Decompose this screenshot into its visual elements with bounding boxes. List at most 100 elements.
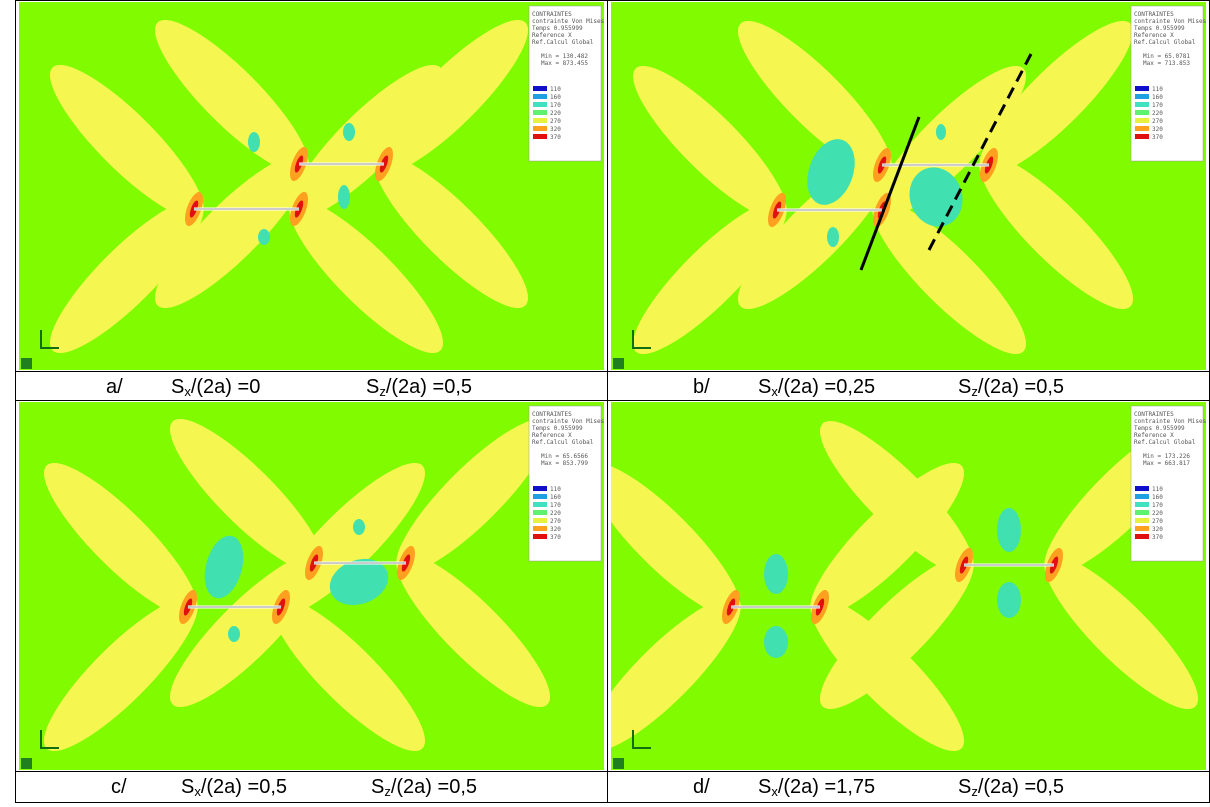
legend-min: Min = 65.0781 xyxy=(1143,53,1190,60)
stress-lobe xyxy=(611,597,741,752)
legend-min: Min = 65.6566 xyxy=(541,453,588,460)
legend-swatch xyxy=(533,494,547,499)
low-stress-zone xyxy=(764,554,788,594)
legend-level: 170 xyxy=(550,102,561,109)
subscript: z xyxy=(971,784,978,799)
stress-lobe xyxy=(43,462,198,617)
legend-swatch xyxy=(1135,518,1149,523)
symbol: S xyxy=(758,776,772,798)
stress-lobe xyxy=(396,418,551,573)
caption-label: d/ xyxy=(693,776,710,798)
stress-lobe xyxy=(737,155,892,310)
legend-title-line: Temps 0.955999 xyxy=(532,25,583,32)
panel-cell: CONTRAINTES contrainte Von Mises Temps 0.9… xyxy=(607,0,1210,401)
legend-title-line: Temps 0.955999 xyxy=(1134,25,1185,32)
stress-lobe xyxy=(979,155,1134,310)
legend-min: Min = 173.226 xyxy=(1143,453,1190,460)
legend-title-line: CONTRAINTES xyxy=(532,411,572,418)
legend-swatch xyxy=(533,110,547,115)
low-stress-zone xyxy=(228,626,240,642)
caption-term: Sz/(2a) =0,5 xyxy=(371,772,477,807)
term-text: /(2a) =0,5 xyxy=(390,776,478,798)
legend-level: 110 xyxy=(550,486,561,493)
legend-level: 370 xyxy=(1152,134,1163,141)
caption: b/Sx/(2a) =0,25 Sz/(2a) =0,5 xyxy=(608,371,1209,403)
low-stress-zone xyxy=(764,626,788,658)
stress-lobe xyxy=(374,19,529,174)
low-stress-zone xyxy=(353,519,365,535)
caption-term: Sx/(2a) =1,75 xyxy=(758,772,875,807)
legend-level: 170 xyxy=(1152,502,1163,509)
low-stress-zone xyxy=(936,124,946,140)
caption-term: Sx/(2a) =0,5 xyxy=(181,772,287,807)
legend-title-line: Ref.Calcul Global xyxy=(532,39,594,46)
legend-level: 160 xyxy=(550,494,561,501)
panel-cell: CONTRAINTES contrainte Von Mises Temps 0.9… xyxy=(15,400,608,803)
legend-swatch xyxy=(1135,494,1149,499)
caption: d/Sx/(2a) =1,75 Sz/(2a) =0,5 xyxy=(608,771,1209,803)
axis-glyph xyxy=(632,330,651,349)
legend-swatch xyxy=(533,134,547,139)
stress-lobe xyxy=(49,64,204,219)
corner-marker xyxy=(613,758,624,769)
legend-title-line: Ref.Calcul Global xyxy=(1134,39,1196,46)
legend-max: Max = 663.817 xyxy=(1143,460,1190,467)
term-text: /(2a) =0,5 xyxy=(200,776,288,798)
legend-level: 110 xyxy=(1152,486,1163,493)
axis-glyph xyxy=(40,330,59,349)
legend-swatch xyxy=(1135,86,1149,91)
low-stress-zone xyxy=(343,123,355,141)
symbol: S xyxy=(366,376,380,398)
legend-title-line: Temps 0.955999 xyxy=(1134,425,1185,432)
corner-marker xyxy=(613,358,624,369)
low-stress-zone xyxy=(258,229,270,245)
term-text: /(2a) =0,5 xyxy=(385,376,473,398)
legend-title-line: Ref.Calcul Global xyxy=(532,439,594,446)
stress-lobe xyxy=(737,20,892,175)
subscript: z xyxy=(379,384,386,399)
legend-swatch xyxy=(533,526,547,531)
legend-level: 160 xyxy=(1152,494,1163,501)
legend-swatch xyxy=(533,94,547,99)
axis-glyph xyxy=(632,730,651,749)
annotation-line xyxy=(859,116,921,271)
term-text: /(2a) =0 xyxy=(190,376,261,398)
subscript: z xyxy=(971,384,978,399)
term-text: /(2a) =0,5 xyxy=(977,376,1065,398)
legend-title-line: Reference X xyxy=(532,432,572,439)
subscript: x xyxy=(771,784,778,799)
legend-level: 320 xyxy=(1152,126,1163,133)
legend-level: 160 xyxy=(550,94,561,101)
caption-label: b/ xyxy=(693,376,710,398)
legend-swatch xyxy=(1135,126,1149,131)
legend-swatch xyxy=(533,118,547,123)
caption: a/Sx/(2a) =0 Sz/(2a) =0,5 xyxy=(16,371,607,403)
stress-lobe xyxy=(632,200,787,355)
low-stress-zone xyxy=(338,185,350,209)
stress-lobe xyxy=(154,19,309,174)
legend-title-line: contrainte Von Mises xyxy=(532,418,604,425)
legend-level: 170 xyxy=(1152,102,1163,109)
low-stress-zone xyxy=(204,535,244,599)
term-text: /(2a) =0,5 xyxy=(977,776,1065,798)
caption-label: c/ xyxy=(111,776,127,798)
stress-lobe xyxy=(819,555,974,710)
legend-title-line: Temps 0.955999 xyxy=(532,425,583,432)
legend-title-line: CONTRAINTES xyxy=(1134,411,1174,418)
legend-level: 220 xyxy=(1152,510,1163,517)
legend-min: Min = 130.482 xyxy=(541,53,588,60)
stress-lobe xyxy=(611,462,741,617)
legend-max: Max = 713.853 xyxy=(1143,60,1190,67)
legend-swatch xyxy=(533,518,547,523)
legend-swatch xyxy=(1135,534,1149,539)
legend-title-line: Ref.Calcul Global xyxy=(1134,439,1196,446)
legend-title-line: Reference X xyxy=(1134,432,1174,439)
caption-term: Sz/(2a) =0,5 xyxy=(958,372,1064,407)
legend-swatch xyxy=(1135,526,1149,531)
stress-lobe xyxy=(872,200,1027,355)
legend-max: Max = 873.455 xyxy=(541,60,588,67)
